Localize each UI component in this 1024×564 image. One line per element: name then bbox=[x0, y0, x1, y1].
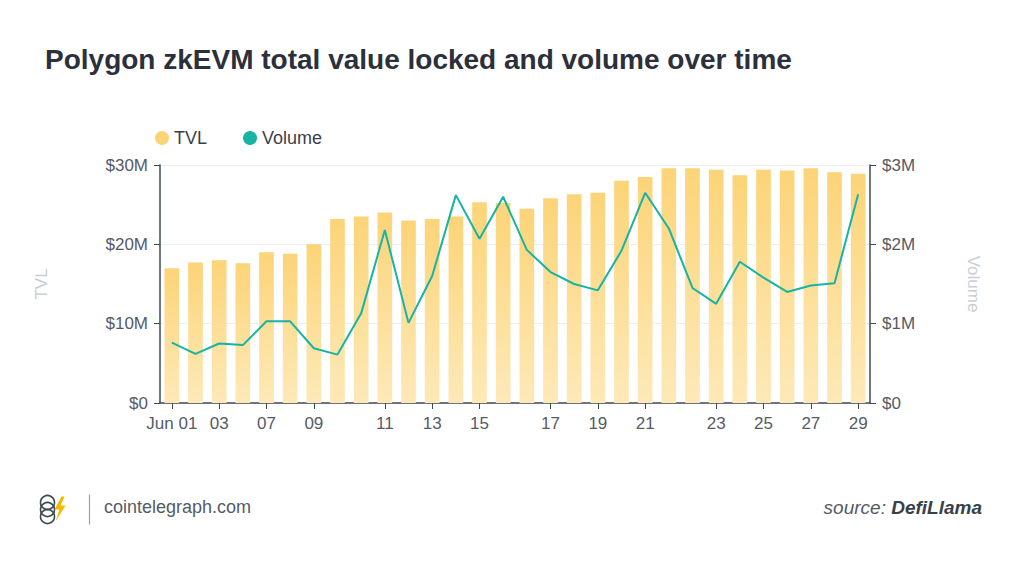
svg-text:07: 07 bbox=[257, 414, 276, 433]
svg-text:$10M: $10M bbox=[105, 314, 148, 333]
svg-text:TVL: TVL bbox=[32, 268, 51, 299]
svg-text:15: 15 bbox=[470, 414, 489, 433]
svg-text:$20M: $20M bbox=[105, 235, 148, 254]
svg-text:21: 21 bbox=[636, 414, 655, 433]
svg-text:$0: $0 bbox=[882, 394, 901, 413]
svg-text:09: 09 bbox=[304, 414, 323, 433]
svg-text:Volume: Volume bbox=[262, 128, 322, 148]
svg-text:$30M: $30M bbox=[105, 156, 148, 175]
svg-text:29: 29 bbox=[849, 414, 868, 433]
svg-text:Volume: Volume bbox=[964, 256, 983, 313]
svg-text:19: 19 bbox=[588, 414, 607, 433]
svg-text:DefiLlama: DefiLlama bbox=[891, 497, 982, 518]
svg-text:25: 25 bbox=[754, 414, 773, 433]
svg-text:$3M: $3M bbox=[882, 156, 915, 175]
svg-text:$1M: $1M bbox=[882, 314, 915, 333]
svg-text:03: 03 bbox=[210, 414, 229, 433]
svg-text:23: 23 bbox=[707, 414, 726, 433]
svg-text:13: 13 bbox=[423, 414, 442, 433]
svg-text:17: 17 bbox=[541, 414, 560, 433]
svg-text:$0: $0 bbox=[129, 394, 148, 413]
svg-text:11: 11 bbox=[376, 414, 394, 433]
svg-text:TVL: TVL bbox=[174, 128, 207, 148]
svg-text:Jun 01: Jun 01 bbox=[146, 414, 197, 433]
svg-text:source:: source: bbox=[824, 497, 892, 518]
svg-text:$2M: $2M bbox=[882, 235, 915, 254]
svg-text:27: 27 bbox=[801, 414, 820, 433]
svg-text:cointelegraph.com: cointelegraph.com bbox=[104, 497, 251, 517]
svg-text:Polygon zkEVM total value lock: Polygon zkEVM total value locked and vol… bbox=[45, 44, 792, 75]
